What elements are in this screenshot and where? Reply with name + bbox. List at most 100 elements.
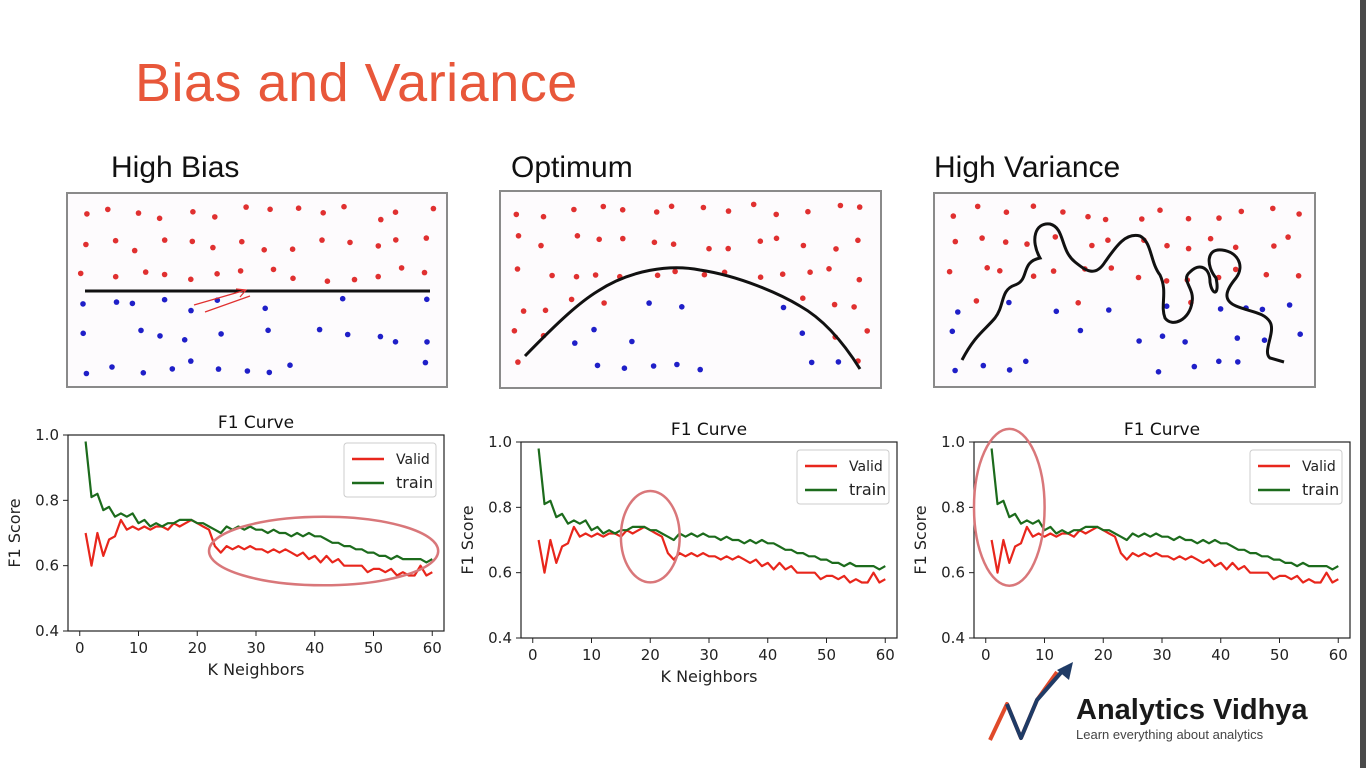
panel-title-high-bias: High Bias <box>111 151 240 184</box>
red-data-point <box>1232 244 1239 251</box>
red-data-point <box>706 245 712 252</box>
red-data-point <box>142 269 149 275</box>
red-data-point <box>1295 273 1302 279</box>
y-axis-label: F1 Score <box>5 498 24 567</box>
blue-data-point <box>835 359 842 365</box>
y-tick-label: 1.0 <box>488 433 512 451</box>
x-tick-label: 30 <box>246 639 265 657</box>
red-data-point <box>856 204 863 210</box>
x-tick-label: 10 <box>1035 646 1054 664</box>
blue-data-point <box>1234 335 1241 341</box>
red-data-point <box>341 203 347 210</box>
high-bias-annotation-stroke <box>193 288 251 313</box>
logo-tagline: Learn everything about analytics <box>1076 727 1264 742</box>
red-data-point <box>239 238 245 245</box>
red-data-point <box>295 205 302 211</box>
chart-title: F1 Curve <box>671 420 747 440</box>
red-data-point <box>161 237 168 243</box>
red-data-point <box>1089 242 1095 249</box>
red-data-point <box>112 273 119 280</box>
red-data-point <box>1030 273 1037 280</box>
highlight-ellipse <box>972 427 1046 587</box>
series-line-valid <box>990 525 1339 584</box>
high-variance-points <box>946 203 1303 375</box>
x-tick-label: 40 <box>1211 646 1230 664</box>
y-tick-label: 0.6 <box>941 564 965 582</box>
red-data-point <box>77 270 84 277</box>
blue-data-point <box>424 296 430 303</box>
blue-data-point <box>697 366 703 373</box>
f1-curve-chart-3: F1 Curve 0 10 20 30 40 50 60 0.4 0.6 0.8 1.0 F1 Scor… <box>911 420 1351 664</box>
chart-title: F1 Curve <box>1124 420 1200 440</box>
blue-data-point <box>339 295 346 302</box>
red-data-point <box>653 209 660 215</box>
blue-data-point <box>591 326 597 333</box>
legend-label: Valid <box>396 452 430 468</box>
red-data-point <box>946 268 953 275</box>
high-variance-boundary-curve <box>960 222 1285 364</box>
red-data-point <box>324 278 331 285</box>
panel-title-high-variance: High Variance <box>934 151 1121 184</box>
red-data-point <box>668 203 675 210</box>
blue-data-point <box>138 327 144 334</box>
red-data-point <box>212 214 218 220</box>
red-data-point <box>319 237 325 243</box>
red-data-point <box>856 276 863 283</box>
red-data-point <box>1157 207 1163 213</box>
red-data-point <box>807 269 813 276</box>
x-tick-label: 0 <box>528 646 538 664</box>
red-data-point <box>574 233 581 239</box>
blue-data-point <box>344 331 351 338</box>
blue-data-point <box>1077 327 1084 334</box>
blue-data-point <box>674 361 680 368</box>
red-data-point <box>851 304 857 310</box>
x-tick-label: 60 <box>423 639 442 657</box>
blue-data-point <box>955 309 961 315</box>
blue-data-point <box>129 300 136 307</box>
blue-data-point <box>424 339 430 345</box>
y-tick-label: 0.6 <box>35 557 59 575</box>
red-data-point <box>549 272 555 279</box>
red-data-point <box>750 201 757 208</box>
red-data-point <box>596 236 602 243</box>
y-tick-label: 1.0 <box>35 426 59 444</box>
red-data-point <box>1164 242 1170 249</box>
red-data-point <box>601 300 607 306</box>
red-data-point <box>421 269 428 276</box>
blue-data-point <box>113 299 120 305</box>
x-tick-label: 60 <box>876 646 895 664</box>
y-tick-label: 0.4 <box>488 629 512 647</box>
blue-data-point <box>1259 306 1266 313</box>
red-data-point <box>800 242 807 249</box>
red-data-point <box>826 266 832 272</box>
high-bias-points <box>77 203 437 377</box>
legend-label: train <box>849 480 886 499</box>
panel-title-optimum: Optimum <box>511 151 633 184</box>
red-data-point <box>375 243 382 249</box>
blue-data-point <box>1235 359 1241 365</box>
x-tick-label: 30 <box>1152 646 1171 664</box>
x-tick-label: 50 <box>817 646 836 664</box>
highlight-ellipse <box>619 489 681 584</box>
logo-brand-name: Analytics Vidhya <box>1076 694 1308 726</box>
blue-data-point <box>1297 331 1303 338</box>
red-data-point <box>700 204 707 211</box>
red-data-point <box>833 246 839 252</box>
blue-data-point <box>799 330 806 337</box>
red-data-point <box>1030 203 1037 209</box>
red-data-point <box>1108 265 1115 271</box>
red-data-point <box>950 213 957 219</box>
legend-label: Valid <box>1302 459 1336 475</box>
blue-data-point <box>1155 369 1162 375</box>
red-data-point <box>515 233 522 239</box>
series-line-train <box>990 448 1339 571</box>
blue-data-point <box>1136 338 1142 344</box>
blue-data-point <box>1006 367 1013 373</box>
red-data-point <box>805 208 811 215</box>
red-data-point <box>1139 216 1145 222</box>
blue-data-point <box>1191 363 1198 370</box>
red-data-point <box>1207 235 1214 242</box>
red-data-point <box>1085 213 1091 220</box>
red-data-point <box>320 210 327 216</box>
red-data-point <box>831 301 838 308</box>
